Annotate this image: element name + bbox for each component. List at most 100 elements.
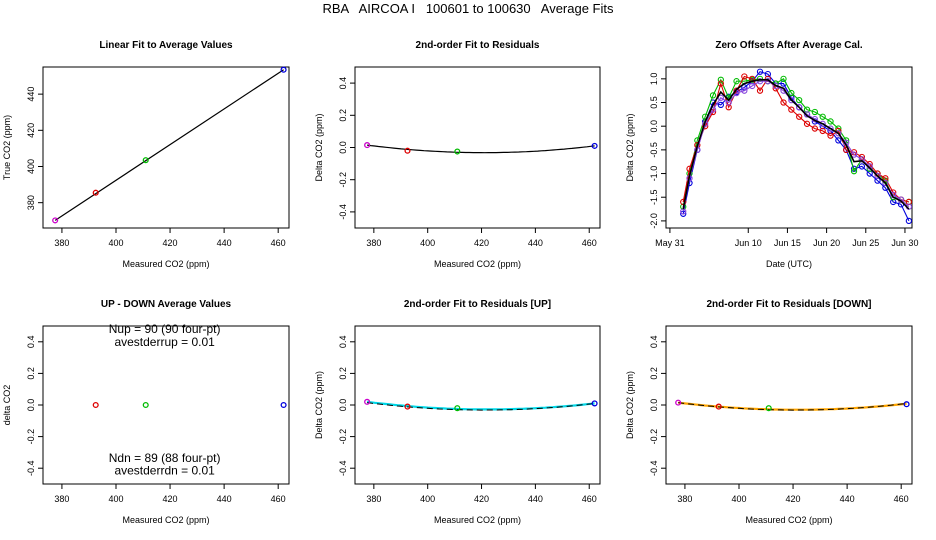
y-tick-label: 0.2	[338, 367, 348, 380]
x-tick-label: 440	[217, 494, 232, 504]
series-point-red	[819, 127, 826, 135]
x-tick-label: 420	[474, 238, 489, 248]
fit-line	[367, 402, 595, 411]
x-tick-label: 380	[677, 494, 692, 504]
x-axis-label: Measured CO2 (ppm)	[434, 515, 521, 525]
fit-line	[54, 69, 284, 221]
series-point-green	[811, 108, 819, 116]
x-tick-label: 460	[271, 494, 286, 504]
y-tick-label: 0.0	[338, 141, 348, 154]
x-tick-label: Jun 10	[735, 238, 762, 248]
y-axis-label: Delta CO2 (ppm)	[625, 113, 635, 181]
y-tick-label: -0.5	[649, 142, 659, 158]
x-tick-label: 440	[528, 238, 543, 248]
x-tick-label: Jun 20	[813, 238, 840, 248]
y-axis-label: True CO2 (ppm)	[2, 115, 12, 180]
series-point-up	[819, 120, 826, 127]
y-tick-label: 0.0	[649, 399, 659, 412]
chart-p4: UP - DOWN Average Values Measured CO2 (pp…	[2, 299, 290, 525]
y-tick-label: 0.5	[649, 96, 659, 109]
annotation-text: Nup = 90 (90 four-pt)	[109, 322, 221, 336]
x-tick-label: 400	[420, 238, 435, 248]
y-tick-label: -0.2	[338, 429, 348, 445]
x-tick-label: 400	[731, 494, 746, 504]
y-tick-label: 0.4	[338, 336, 348, 349]
x-tick-label: 440	[840, 494, 855, 504]
x-tick-label: 440	[528, 494, 543, 504]
x-tick-label: 380	[54, 494, 69, 504]
data-point	[454, 148, 461, 155]
data-point	[364, 142, 371, 149]
plot-frame	[42, 66, 290, 229]
data-point	[280, 401, 287, 409]
y-tick-label: -0.4	[26, 460, 36, 476]
series-point-green	[850, 168, 858, 175]
y-tick-label: 420	[26, 123, 36, 138]
data-point	[142, 157, 149, 164]
x-tick-label: 400	[420, 494, 435, 504]
data-point	[675, 399, 682, 406]
plot-frame	[665, 66, 913, 229]
fit-line	[367, 144, 595, 154]
x-tick-label: Jun 15	[774, 238, 801, 248]
y-tick-label: -2.0	[649, 213, 659, 229]
y-tick-label: 0.0	[26, 399, 36, 412]
data-point	[142, 401, 149, 409]
data-point	[92, 401, 99, 409]
annotation-text: avestderrup = 0.01	[114, 335, 215, 349]
y-tick-label: 440	[26, 87, 36, 102]
chart-title: 2nd-order Fit to Residuals [UP]	[404, 299, 551, 310]
x-tick-label: 400	[108, 494, 123, 504]
y-axis-label: Delta CO2 (ppm)	[625, 371, 635, 439]
series-point-down	[741, 84, 748, 91]
series-line-mean	[682, 79, 910, 210]
data-point	[404, 403, 411, 410]
data-point	[280, 66, 287, 73]
series-point-green	[780, 75, 787, 82]
chart-title: 2nd-order Fit to Residuals	[416, 40, 540, 51]
x-axis-label: Measured CO2 (ppm)	[122, 259, 209, 269]
chart-title: 2nd-order Fit to Residuals [DOWN]	[707, 299, 872, 310]
y-tick-label: 0.4	[649, 336, 659, 349]
series-point-red	[827, 132, 834, 139]
data-point	[903, 401, 910, 408]
series-point-down	[835, 137, 842, 144]
series-point-up	[858, 156, 866, 163]
series-point-up	[796, 104, 803, 111]
x-axis-label: Measured CO2 (ppm)	[122, 515, 209, 525]
series-point-down	[717, 101, 724, 109]
y-tick-label: 0.0	[649, 120, 659, 133]
chart-p5: 2nd-order Fit to Residuals [UP] Measured …	[314, 299, 601, 525]
series-point-red	[796, 113, 803, 120]
series-point-red	[756, 87, 764, 94]
y-tick-label: 0.2	[26, 367, 36, 380]
series-point-green	[788, 89, 795, 97]
series-point-green	[733, 78, 740, 85]
chart-p6: 2nd-order Fit to Residuals [DOWN] Measure…	[625, 299, 913, 525]
series-point-green	[819, 113, 826, 120]
chart-title: Linear Fit to Average Values	[99, 40, 233, 51]
y-tick-label: 380	[26, 195, 36, 210]
data-point	[454, 405, 461, 412]
fit-line	[678, 402, 907, 411]
series-point-up	[803, 111, 811, 118]
chart-p1: Linear Fit to Average Values Measured CO2…	[2, 40, 290, 269]
y-tick-label: 1.0	[649, 73, 659, 86]
series-point-red	[780, 99, 787, 106]
y-tick-label: 0.2	[649, 367, 659, 380]
series-point-up	[749, 82, 756, 90]
x-tick-label: 460	[582, 494, 597, 504]
y-tick-label: -1.5	[649, 189, 659, 205]
x-axis-label: Measured CO2 (ppm)	[745, 515, 832, 525]
y-tick-label: -0.4	[338, 204, 348, 220]
series-point-red	[680, 198, 687, 206]
series-point-down	[756, 68, 764, 75]
data-point	[715, 403, 722, 410]
x-tick-label: 460	[894, 494, 909, 504]
series-point-down	[858, 163, 866, 170]
series-point-up	[835, 130, 842, 137]
y-tick-label: -0.2	[649, 429, 659, 445]
data-point	[765, 405, 772, 412]
x-tick-label: 380	[366, 238, 381, 248]
series-point-red	[717, 80, 724, 87]
